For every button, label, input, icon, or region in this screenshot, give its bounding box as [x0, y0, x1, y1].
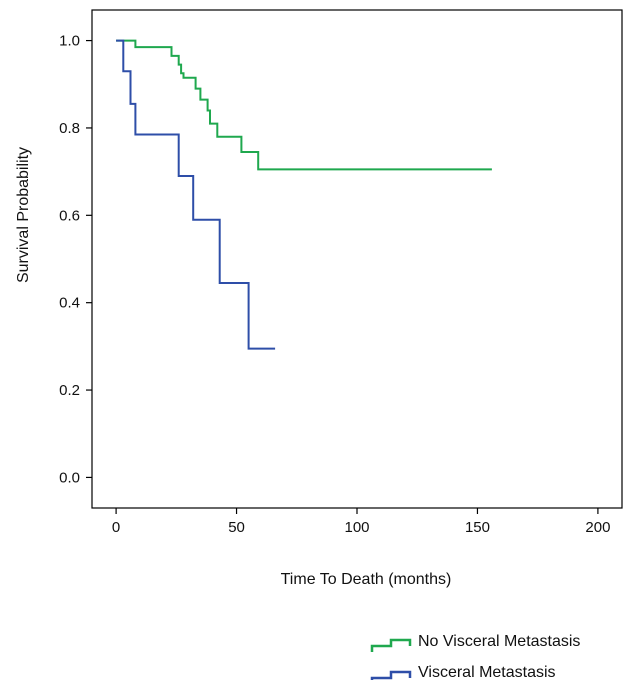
legend-label-visceral: Visceral Metastasis: [418, 664, 556, 680]
y-tick-label: 0.4: [59, 295, 80, 312]
y-tick-label: 0.0: [59, 469, 80, 486]
y-axis: 0.0 0.2 0.4 0.6 0.8 1.0: [59, 33, 92, 486]
x-axis-title: Time To Death (months): [281, 571, 452, 588]
legend-item-no-visceral: No Visceral Metastasis: [370, 633, 580, 652]
series-line-no-visceral: [116, 39, 492, 171]
y-tick-label: 0.6: [59, 207, 80, 224]
y-axis-title: Survival Probability: [15, 147, 32, 283]
legend: No Visceral Metastasis Visceral Metastas…: [370, 633, 580, 680]
x-axis: 0 50 100 150 200: [112, 508, 610, 536]
legend-label-no-visceral: No Visceral Metastasis: [418, 633, 580, 650]
y-tick-label: 1.0: [59, 33, 80, 50]
legend-swatch-visceral: [370, 670, 412, 680]
y-tick-label: 0.8: [59, 120, 80, 137]
legend-item-visceral: Visceral Metastasis: [370, 664, 556, 680]
x-tick-label: 200: [585, 519, 610, 536]
y-tick-label: 0.2: [59, 382, 80, 399]
x-tick-label: 150: [465, 519, 490, 536]
series-layer: [116, 39, 492, 350]
legend-swatch-no-visceral: [370, 638, 412, 652]
x-tick-label: 0: [112, 519, 120, 536]
x-tick-label: 50: [228, 519, 245, 536]
plot-area: [91, 9, 623, 509]
series-line-visceral: [116, 39, 276, 350]
x-tick-label: 100: [344, 519, 369, 536]
plot-frame: [91, 9, 623, 509]
